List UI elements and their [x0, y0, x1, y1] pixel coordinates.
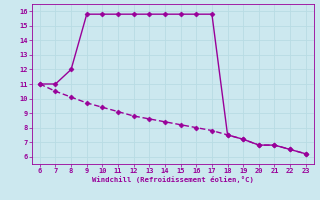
- X-axis label: Windchill (Refroidissement éolien,°C): Windchill (Refroidissement éolien,°C): [92, 176, 254, 183]
